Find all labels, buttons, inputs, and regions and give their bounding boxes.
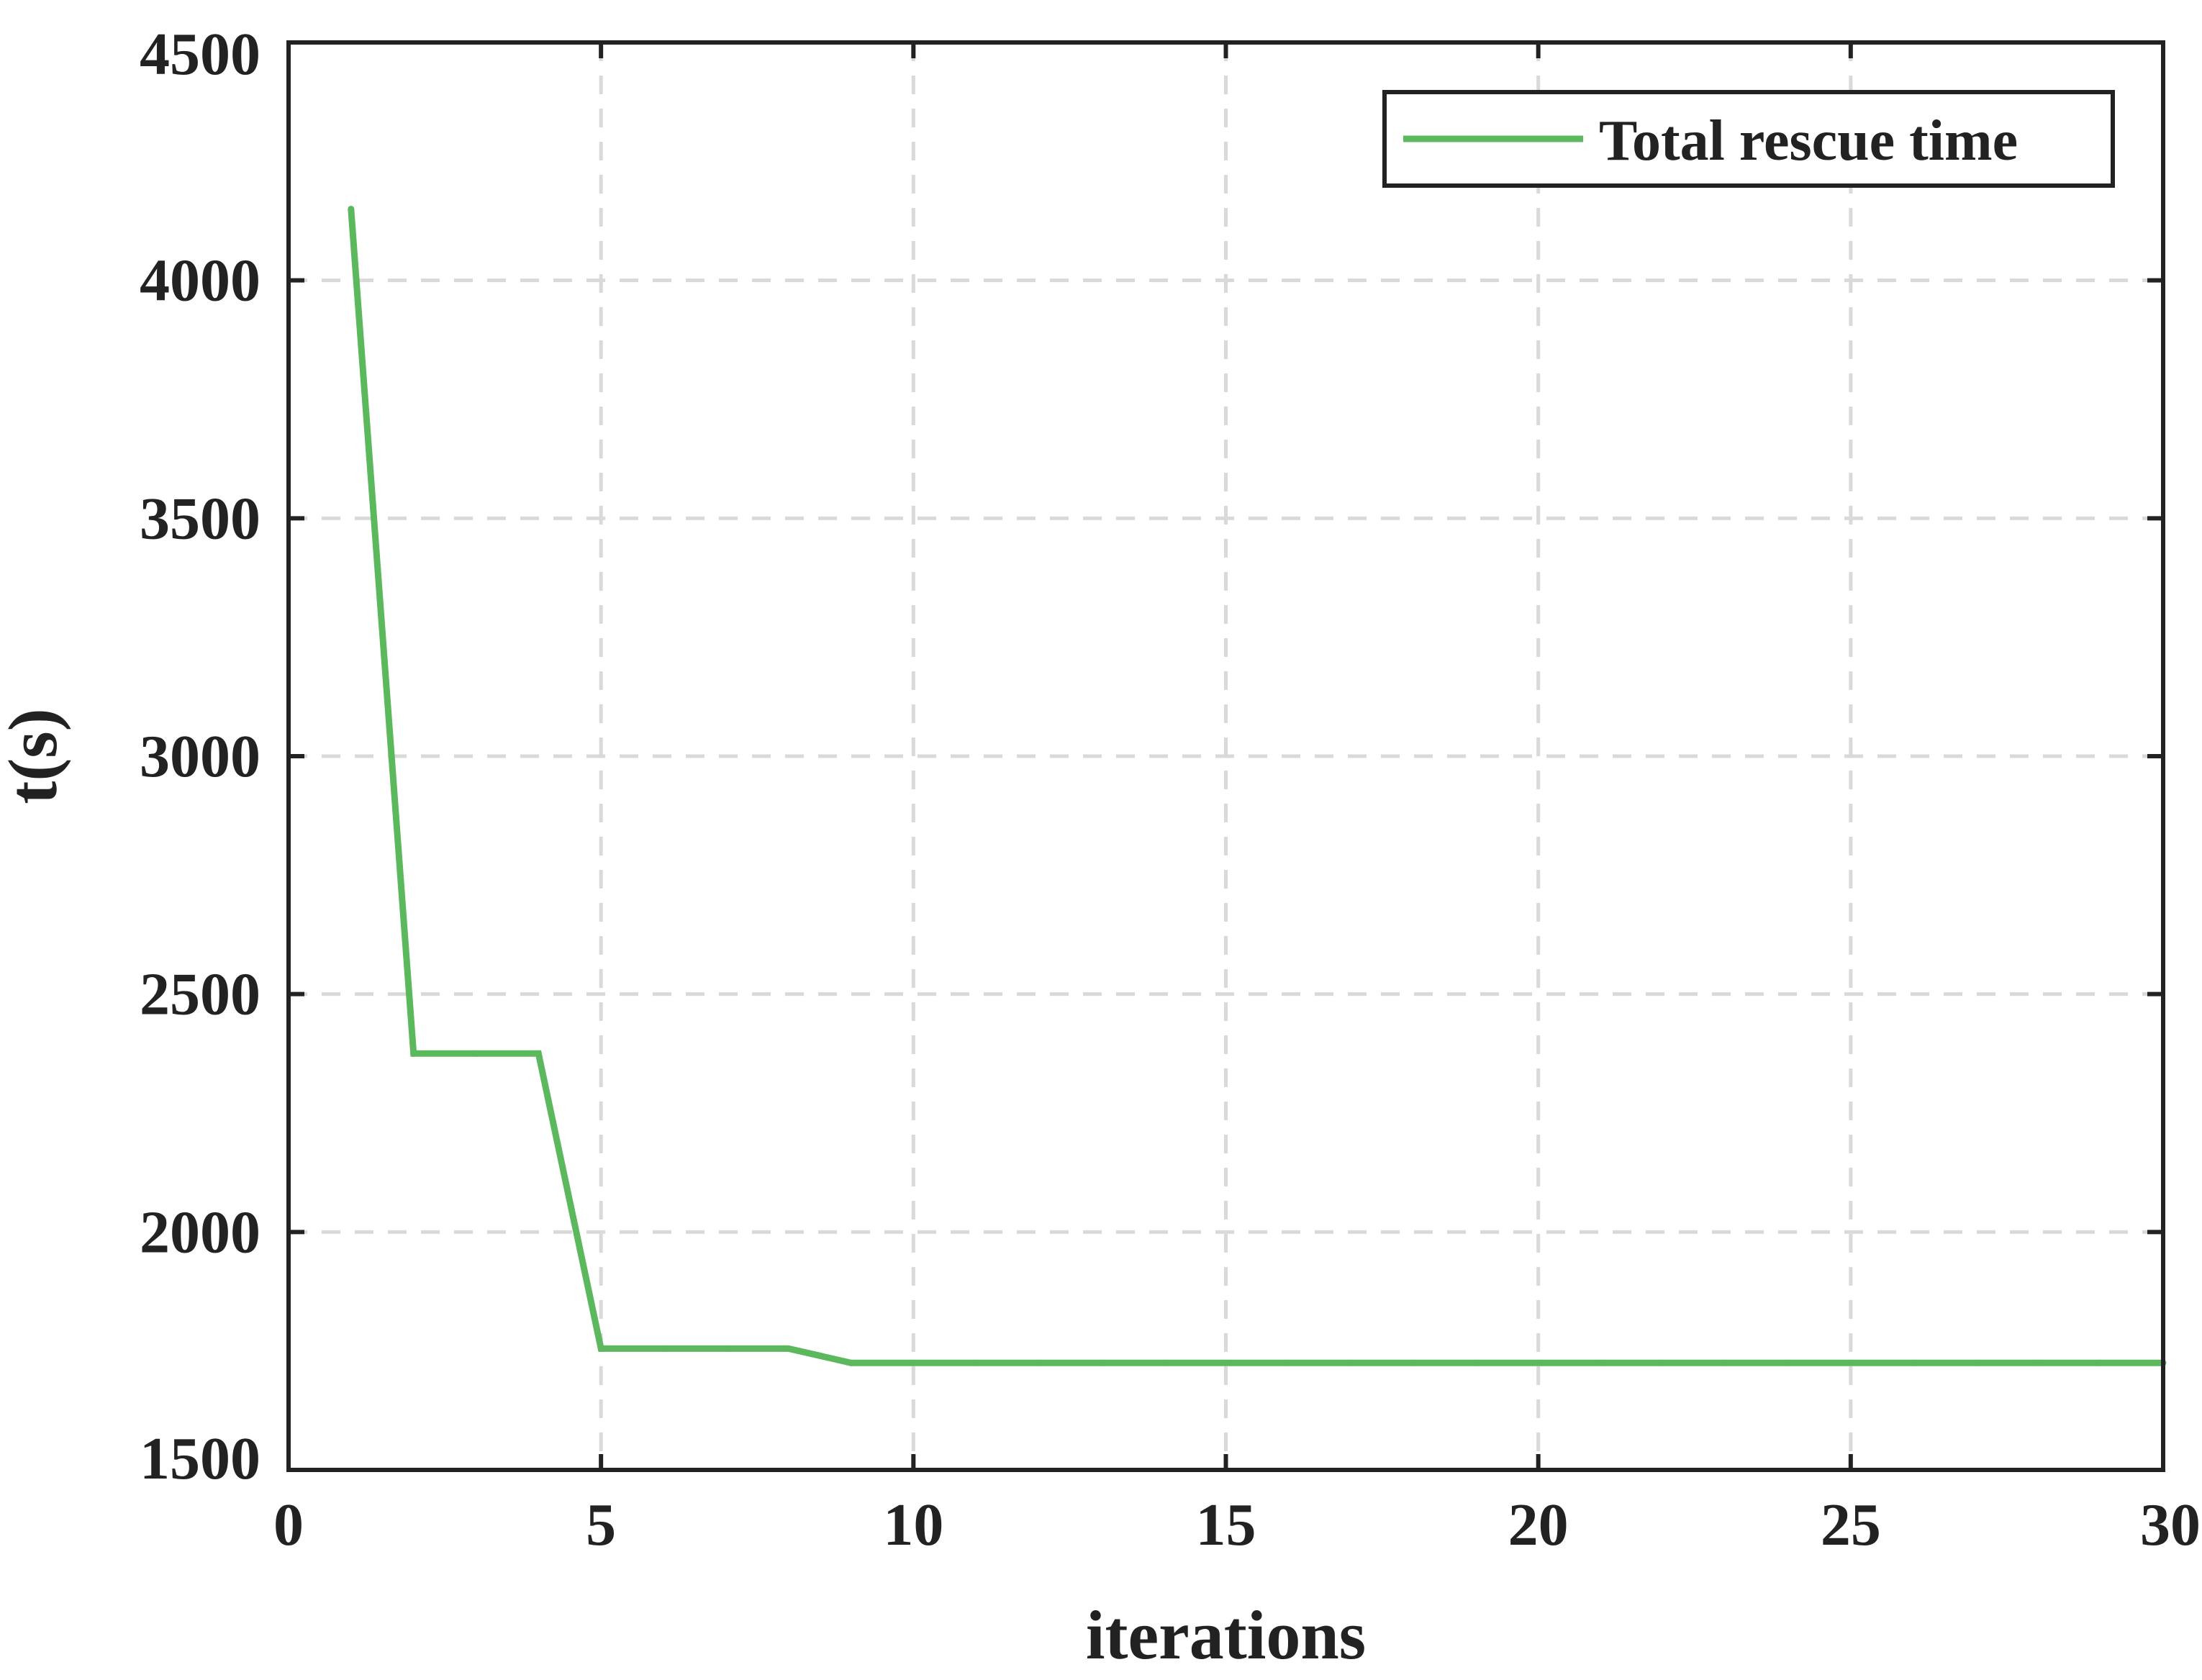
x-tick-label: 25 [1821,1491,1881,1558]
data-point [1472,1359,1480,1366]
data-point [1535,1359,1542,1366]
data-point [1847,1359,1854,1366]
x-tick-label: 10 [883,1491,943,1558]
data-point [1035,1359,1042,1366]
x-tick-label: 0 [273,1491,304,1558]
series-layer [348,205,2167,1366]
y-tick-label: 2500 [140,961,260,1028]
data-point [910,1359,917,1366]
data-point [1284,1359,1292,1366]
y-axis-title: t(s) [0,708,71,804]
data-point [1410,1359,1417,1366]
data-point [2034,1359,2042,1366]
y-tick-label: 2000 [140,1199,260,1266]
legend-label-total-rescue-time: Total rescue time [1599,109,2018,173]
x-tick-label: 20 [1508,1491,1569,1558]
data-point [1598,1359,1604,1366]
data-point [473,1050,479,1057]
x-tick-label: 5 [586,1491,616,1558]
x-axis-title: iterations [1086,1597,1366,1674]
data-point [660,1345,667,1352]
data-point [722,1345,730,1352]
data-point [1722,1359,1729,1366]
x-tick-label: 15 [1196,1491,1256,1558]
data-point [1659,1359,1667,1366]
y-tick-label: 3000 [140,723,260,790]
data-point [410,1050,417,1057]
x-tick-labels: 0 5 10 15 20 25 30 [273,1491,2201,1558]
data-point [1785,1359,1792,1366]
data-point [972,1359,979,1366]
axis-ticks [286,40,2165,1472]
y-tick-label: 4500 [140,21,260,88]
data-point [848,1359,854,1366]
legend: Total rescue time [1382,90,2115,188]
y-tick-label: 1500 [140,1425,260,1492]
data-point [785,1345,792,1352]
data-point [535,1050,542,1057]
y-tick-labels: 1500 2000 2500 3000 3500 4000 4500 [140,21,260,1492]
data-point [348,205,355,212]
x-tick-label: 30 [2140,1491,2201,1558]
data-point [1223,1359,1229,1366]
grid-lines [289,42,2163,1470]
series-line-total-rescue-time [348,209,2163,1366]
data-point [1097,1359,1105,1366]
data-point [2097,1359,2104,1366]
data-point [1347,1359,1354,1366]
y-tick-label: 3500 [140,485,260,552]
y-tick-label: 4000 [140,248,260,314]
data-point [1160,1359,1167,1366]
data-point [1910,1359,1917,1366]
data-point [597,1345,604,1352]
data-point [1972,1359,1979,1366]
